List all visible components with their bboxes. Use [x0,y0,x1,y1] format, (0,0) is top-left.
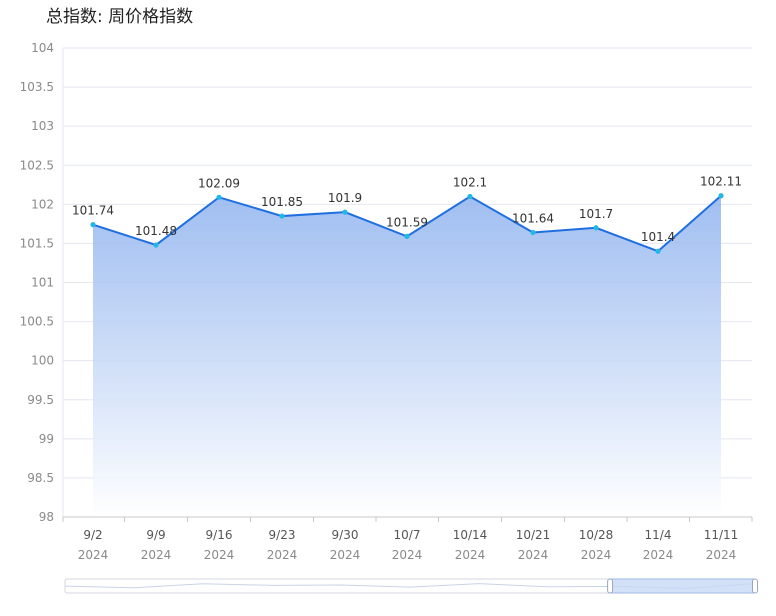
y-tick-label: 103.5 [20,80,54,94]
x-tick-year: 2024 [392,548,423,562]
y-tick-label: 103 [31,119,54,133]
x-tick-label: 10/21 [516,528,551,542]
x-tick-year: 2024 [706,548,737,562]
data-label: 101.64 [512,211,554,225]
data-label: 101.74 [72,204,114,218]
data-label: 102.11 [700,175,742,189]
y-tick-label: 102 [31,197,54,211]
x-tick-year: 2024 [455,548,486,562]
x-tick-year: 2024 [78,548,109,562]
x-tick-year: 2024 [330,548,361,562]
x-tick-label: 9/23 [269,528,296,542]
data-point [216,194,222,200]
data-point [467,193,473,200]
y-tick-label: 98 [39,510,54,524]
data-point [153,242,159,248]
y-tick-label: 100 [31,354,54,368]
y-tick-label: 99.5 [27,393,54,407]
data-label: 101.85 [261,195,303,209]
x-tick-label: 11/4 [645,528,672,542]
data-point [90,222,96,228]
chart-title: 总指数: 周价格指数 [46,7,194,27]
x-tick-label: 10/7 [394,528,421,542]
data-label: 101.59 [386,215,428,229]
y-tick-label: 104 [31,41,54,55]
x-tick-label: 9/16 [206,528,233,542]
data-point [404,233,410,239]
data-point [279,213,285,219]
x-tick-label: 10/28 [579,528,614,542]
x-tick-year: 2024 [518,548,549,562]
data-label: 101.48 [135,224,177,238]
x-tick-year: 2024 [141,548,172,562]
zoom-window[interactable] [609,578,756,594]
y-tick-label: 100.5 [20,315,54,329]
data-point [593,225,599,231]
x-tick-label: 9/2 [83,528,102,542]
y-tick-label: 101 [31,276,54,290]
data-point [530,229,536,236]
zoom-handle-end[interactable] [752,578,758,594]
y-tick-label: 102.5 [20,158,54,172]
data-point [342,209,348,215]
x-tick-year: 2024 [643,548,674,562]
x-tick-label: 9/30 [332,528,359,542]
data-label: 101.7 [579,207,613,221]
x-tick-label: 11/11 [704,528,739,542]
y-tick-label: 99 [39,432,54,446]
y-tick-label: 101.5 [20,236,54,250]
zoom-handle-start[interactable] [607,578,614,594]
data-label: 102.09 [198,176,240,190]
y-tick-label: 98.5 [27,471,54,485]
x-tick-year: 2024 [267,548,298,562]
x-tick-label: 9/9 [146,528,165,542]
data-point [718,193,724,199]
data-label: 102.1 [453,176,487,190]
data-label: 101.9 [328,191,362,205]
data-point [655,248,661,254]
series-area [93,195,721,518]
x-tick-year: 2024 [204,548,235,562]
data-label: 101.4 [641,230,675,244]
x-tick-year: 2024 [581,548,612,562]
x-tick-label: 10/14 [453,528,488,542]
